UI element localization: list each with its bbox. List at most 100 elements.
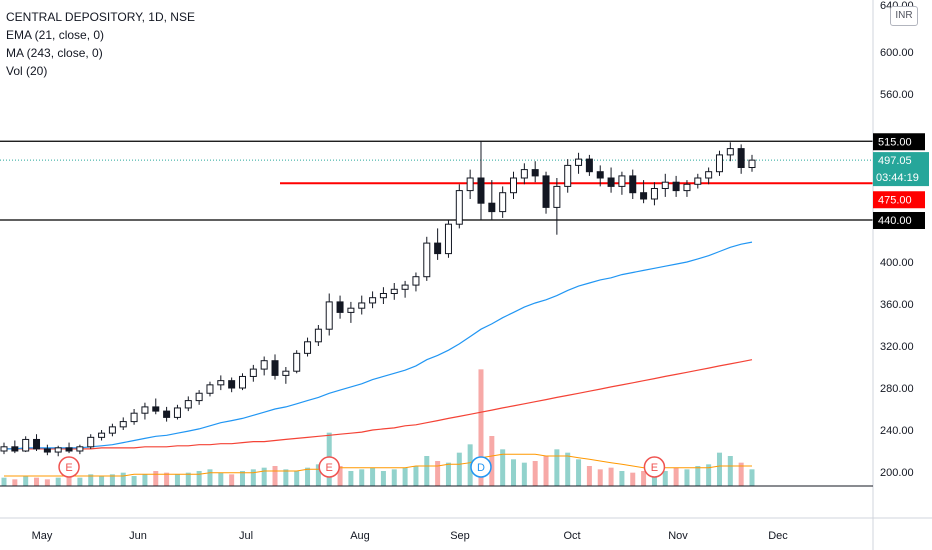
volume-bar: [738, 462, 744, 486]
candle-body: [358, 302, 366, 309]
candle-body: [423, 242, 431, 278]
price-badges: 515.00 497.05 03:44:19 475.00 440.00: [873, 133, 929, 229]
candle-body: [444, 223, 452, 255]
candle-body: [466, 177, 474, 192]
volume-bar: [673, 467, 679, 486]
candle-body: [206, 384, 214, 394]
event-label: D: [477, 462, 485, 474]
candle-body: [607, 177, 615, 187]
volume-bar: [142, 474, 148, 486]
volume-bar: [12, 479, 18, 486]
y-tick-label: 600.00: [880, 47, 914, 59]
x-tick-label: Jun: [129, 530, 147, 542]
volume-bar: [283, 469, 289, 486]
volume-bar: [1, 477, 7, 486]
x-tick-label: Sep: [450, 530, 470, 542]
volume-bar: [23, 476, 29, 486]
candle-body: [575, 158, 583, 166]
candle-body: [672, 181, 680, 192]
volume-bar: [413, 466, 419, 486]
y-tick-label: 240.00: [880, 425, 914, 437]
volume-bar: [239, 471, 245, 486]
badge-515-text: 515.00: [878, 136, 912, 148]
candle-body: [22, 438, 30, 452]
y-tick-label: 200.00: [880, 467, 914, 479]
candle-body: [401, 284, 409, 290]
candle-body: [683, 183, 691, 192]
candle-body: [119, 421, 127, 428]
candle-body: [488, 202, 496, 213]
volume-bar: [66, 476, 72, 486]
candle-body: [553, 185, 561, 208]
candle-body: [510, 177, 518, 194]
candle-body: [76, 446, 84, 452]
y-tick-label: 400.00: [880, 257, 914, 269]
volume-bar: [608, 467, 614, 486]
candle-body: [477, 177, 485, 204]
time-axis: May Jun Jul Aug Sep Oct Nov Dec: [32, 530, 789, 542]
volume-bar: [532, 461, 538, 486]
badge-475-text: 475.00: [878, 194, 912, 206]
candle-body: [282, 370, 290, 376]
volume-legend[interactable]: Vol (20): [6, 64, 48, 78]
volume-bar: [500, 449, 506, 486]
candle-body: [238, 375, 246, 389]
symbol-title[interactable]: CENTRAL DEPOSITORY, 1D, NSE: [6, 10, 195, 24]
volume-bar: [359, 469, 365, 486]
candle-body: [173, 407, 181, 418]
volume-bar: [250, 469, 256, 486]
volume-bar: [619, 471, 625, 486]
badge-440: [873, 212, 925, 229]
volume-bar: [478, 369, 484, 486]
volume-bar: [662, 471, 668, 486]
badge-475: [873, 191, 925, 209]
candle-body: [249, 368, 257, 377]
volume-bar: [370, 467, 376, 486]
volume-bar: [229, 474, 235, 486]
candle-body: [542, 175, 550, 208]
volume-bar: [695, 466, 701, 486]
volume-bars: [1, 369, 755, 486]
candle-body: [217, 380, 225, 386]
volume-bar: [716, 452, 722, 486]
candle-body: [715, 154, 723, 173]
chart-legend: CENTRAL DEPOSITORY, 1D, NSE EMA (21, clo…: [6, 8, 195, 80]
candle-body: [661, 181, 669, 189]
y-tick-label: 280.00: [880, 383, 914, 395]
candle-body: [390, 288, 398, 294]
candle-body: [650, 188, 658, 200]
earnings-marker: [643, 456, 666, 478]
currency-button[interactable]: INR: [890, 6, 918, 26]
candle-body: [271, 360, 279, 376]
candle-body: [629, 175, 637, 194]
volume-bar: [586, 466, 592, 486]
badge-440-text: 440.00: [878, 215, 912, 227]
candle-body: [33, 438, 41, 450]
x-tick-label: May: [32, 530, 53, 542]
candle-body: [54, 447, 62, 453]
candle-body: [152, 406, 160, 412]
volume-bar: [706, 464, 712, 486]
volume-bar: [630, 472, 636, 486]
volume-bar: [749, 469, 755, 486]
last-price-text: 497.05: [878, 155, 912, 167]
volume-bar: [380, 471, 386, 486]
volume-bar: [445, 462, 451, 486]
ema-legend[interactable]: EMA (21, close, 0): [6, 28, 105, 42]
volume-bar: [337, 466, 343, 486]
volume-bar: [565, 452, 571, 486]
volume-bar: [391, 469, 397, 486]
candle-body: [293, 352, 301, 372]
candle-body: [726, 148, 734, 156]
volume-bar: [684, 469, 690, 486]
indicator-lines: [4, 241, 753, 450]
candle-body: [520, 169, 528, 179]
y-tick-label: 320.00: [880, 341, 914, 353]
event-label: E: [326, 462, 333, 474]
candle-body: [195, 392, 203, 402]
ma-legend[interactable]: MA (243, close, 0): [6, 46, 103, 60]
volume-bar: [424, 456, 430, 486]
candle-body: [694, 177, 702, 185]
